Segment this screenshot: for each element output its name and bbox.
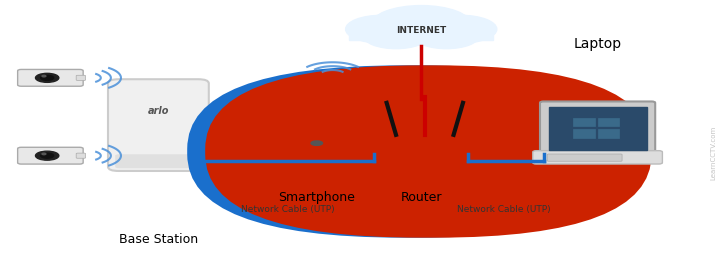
Bar: [598, 118, 619, 126]
Bar: [549, 107, 647, 150]
Text: Network Cable (UTP): Network Cable (UTP): [241, 205, 335, 214]
FancyBboxPatch shape: [76, 75, 86, 80]
Bar: [573, 129, 595, 138]
Text: Smartphone: Smartphone: [279, 191, 355, 204]
FancyBboxPatch shape: [533, 151, 662, 164]
FancyBboxPatch shape: [547, 154, 622, 161]
FancyBboxPatch shape: [295, 90, 338, 150]
Circle shape: [364, 24, 428, 49]
Circle shape: [346, 15, 418, 43]
Circle shape: [41, 153, 53, 158]
FancyBboxPatch shape: [187, 65, 634, 238]
FancyBboxPatch shape: [108, 79, 209, 171]
Circle shape: [414, 24, 479, 49]
Bar: [349, 29, 493, 40]
Text: Base Station: Base Station: [119, 233, 198, 245]
Circle shape: [42, 75, 46, 77]
Text: Router: Router: [400, 191, 442, 204]
Bar: [598, 129, 619, 138]
FancyBboxPatch shape: [18, 147, 84, 164]
Text: Network Cable (UTP): Network Cable (UTP): [457, 205, 551, 214]
Text: arlo: arlo: [148, 106, 169, 116]
Circle shape: [311, 141, 323, 145]
Circle shape: [35, 151, 59, 160]
Text: Laptop: Laptop: [574, 38, 621, 51]
FancyBboxPatch shape: [205, 65, 652, 238]
FancyBboxPatch shape: [371, 133, 472, 156]
Circle shape: [41, 75, 53, 80]
Text: INTERNET: INTERNET: [396, 26, 446, 35]
FancyBboxPatch shape: [115, 154, 202, 168]
FancyBboxPatch shape: [76, 153, 86, 158]
Bar: [573, 118, 595, 126]
Circle shape: [425, 15, 497, 43]
FancyBboxPatch shape: [303, 100, 330, 140]
FancyBboxPatch shape: [18, 70, 84, 86]
Circle shape: [371, 6, 472, 44]
FancyBboxPatch shape: [540, 101, 655, 154]
Text: LearnCCTV.com: LearnCCTV.com: [711, 126, 716, 180]
Circle shape: [35, 73, 59, 82]
Circle shape: [42, 153, 46, 155]
